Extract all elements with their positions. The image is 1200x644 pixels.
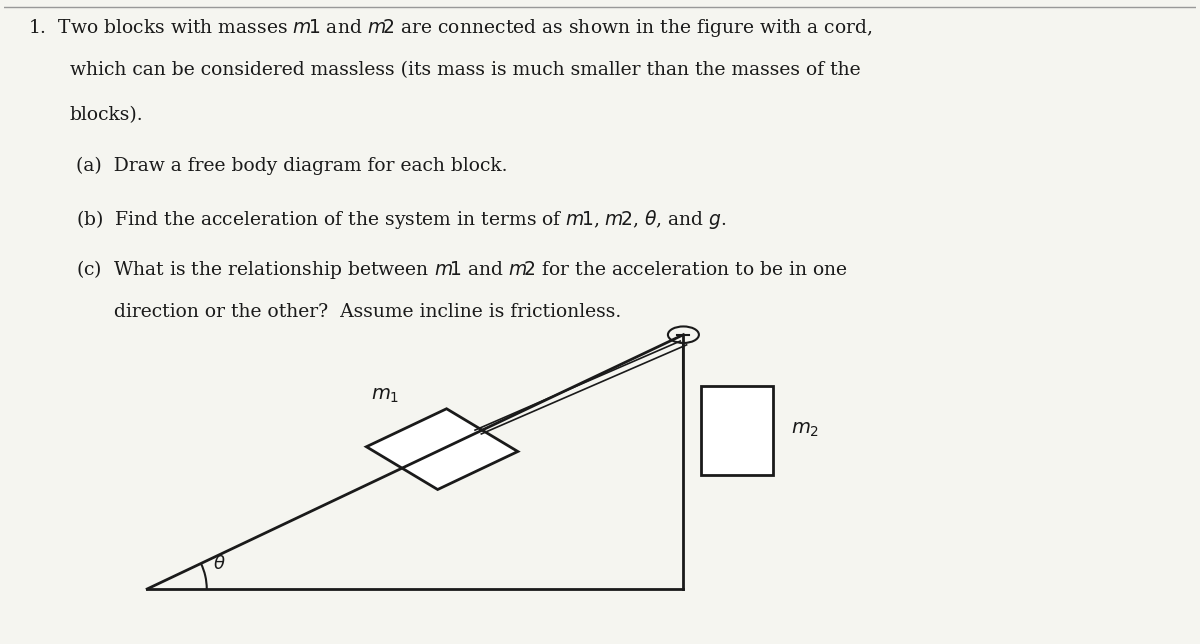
Text: which can be considered massless (its mass is much smaller than the masses of th: which can be considered massless (its ma… — [70, 61, 860, 79]
Polygon shape — [366, 409, 518, 489]
Text: $m_1$: $m_1$ — [371, 386, 398, 404]
Text: (c)  What is the relationship between $m\!1$ and $m\!2$ for the acceleration to : (c) What is the relationship between $m\… — [76, 258, 847, 281]
Text: (b)  Find the acceleration of the system in terms of $m\!1$, $m\!2$, $\theta$, a: (b) Find the acceleration of the system … — [76, 207, 726, 231]
Text: 1.  Two blocks with masses $m\!1$ and $m\!2$ are connected as shown in the figur: 1. Two blocks with masses $m\!1$ and $m\… — [28, 17, 872, 39]
Text: direction or the other?  Assume incline is frictionless.: direction or the other? Assume incline i… — [114, 303, 622, 321]
Text: $m_2$: $m_2$ — [791, 421, 818, 439]
Text: $\theta$: $\theta$ — [212, 555, 226, 573]
Text: blocks).: blocks). — [70, 106, 143, 124]
Text: (a)  Draw a free body diagram for each block.: (a) Draw a free body diagram for each bl… — [76, 156, 508, 175]
Bar — [701, 386, 773, 475]
